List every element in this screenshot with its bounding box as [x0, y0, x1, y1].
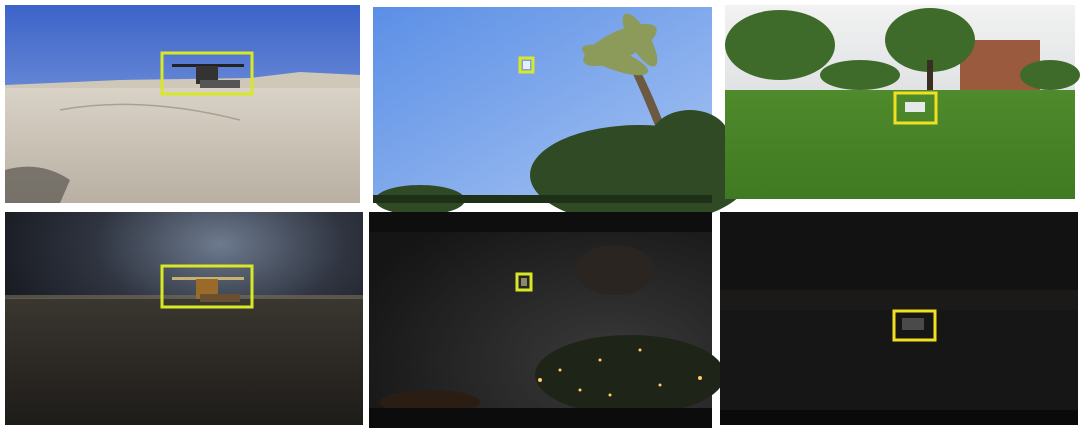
panel-night-desert — [5, 212, 363, 425]
drone — [172, 277, 244, 302]
drone-gear — [200, 80, 240, 88]
drone — [902, 318, 924, 330]
foliage — [535, 335, 725, 415]
panel-night-park — [720, 212, 1078, 425]
trees — [725, 8, 1080, 90]
detection-box — [515, 272, 533, 292]
bottom-band — [720, 410, 1078, 425]
treeline — [720, 290, 1078, 310]
palm — [575, 245, 655, 295]
grass — [720, 310, 1078, 410]
drone-body — [196, 66, 218, 84]
tree-trunk — [927, 60, 933, 95]
detection-box — [892, 309, 937, 342]
drone — [521, 278, 527, 286]
lights — [538, 348, 702, 397]
detection-box — [893, 91, 938, 125]
detection-box — [518, 56, 535, 74]
drone-arm — [172, 64, 244, 67]
top-band — [369, 212, 712, 232]
detection-box — [160, 264, 254, 309]
sand — [5, 298, 363, 425]
palm-fronds — [581, 13, 658, 76]
panel-day-palm — [373, 7, 750, 225]
shadow — [5, 166, 70, 203]
drone — [172, 64, 244, 88]
panel-day-park — [725, 5, 1080, 199]
track — [59, 103, 241, 121]
drone-arm — [172, 277, 244, 280]
palm-trunk — [632, 70, 668, 138]
detection-box — [160, 51, 254, 96]
panel-night-palm — [369, 212, 725, 428]
foliage-base — [373, 195, 712, 203]
drone — [523, 61, 530, 69]
grass — [725, 90, 1075, 199]
drone-gear — [200, 294, 240, 302]
drone — [905, 102, 925, 112]
horizon — [5, 295, 363, 299]
bottom-band — [369, 408, 712, 428]
panel-day-desert — [5, 5, 360, 203]
dunes — [5, 72, 360, 92]
